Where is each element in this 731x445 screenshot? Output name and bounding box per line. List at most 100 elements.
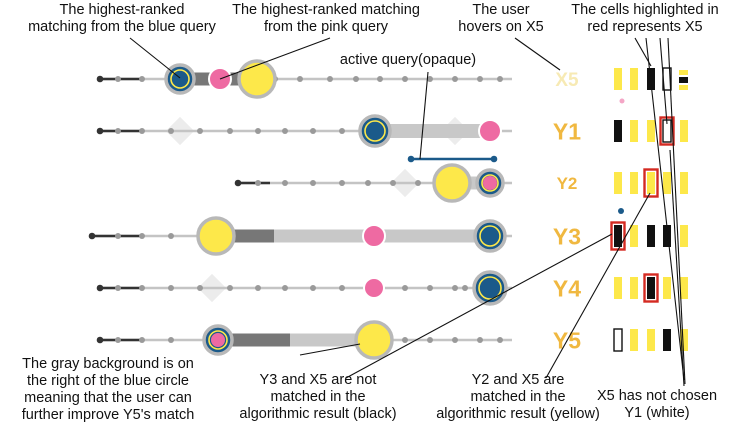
- blue-circle-inner: [478, 276, 502, 300]
- cell-black: [614, 225, 622, 247]
- annotation-line: matched in the: [470, 389, 566, 405]
- annotation-line: meaning that the user can: [24, 390, 192, 406]
- annotation-line: from the pink query: [263, 19, 389, 35]
- track-tick: [339, 180, 345, 186]
- track-tick: [282, 180, 288, 186]
- yellow-circle: [432, 163, 472, 203]
- track-tick: [197, 128, 203, 134]
- track-tick: [255, 180, 261, 186]
- annotation-line: X5 has not chosen: [596, 388, 718, 404]
- pink-marker: [619, 98, 625, 104]
- track-tick: [310, 285, 316, 291]
- track-tick: [139, 285, 145, 291]
- yellow-circle: [237, 59, 277, 99]
- track-tick: [477, 76, 483, 82]
- leader-line: [545, 192, 651, 379]
- track-tick: [115, 337, 121, 343]
- track-tick: [168, 337, 174, 343]
- row-label-y4: Y4: [553, 275, 581, 301]
- track-tick: [327, 76, 333, 82]
- annotation-line: matching from the blue query: [28, 19, 216, 35]
- annotation-line: The gray background is on: [22, 356, 194, 372]
- annotation-line: the right of the blue circle: [26, 373, 189, 389]
- track-tick: [415, 180, 421, 186]
- leader-lines: [129, 37, 686, 387]
- annotation-line: The user: [472, 2, 530, 18]
- cell-yellow: [630, 225, 638, 247]
- track-tick: [497, 76, 503, 82]
- row-track: [88, 216, 512, 256]
- annotation-line: The highest-ranked: [59, 2, 185, 18]
- pink-circle: [483, 176, 497, 190]
- track-tick: [377, 76, 383, 82]
- track-tick: [452, 337, 458, 343]
- track-tick: [197, 285, 203, 291]
- annotation-line: Y3 and X5 are not: [259, 372, 377, 388]
- cell-red-highlight: [643, 273, 659, 303]
- leader-line: [645, 37, 685, 381]
- cell-yellow: [680, 172, 688, 194]
- cell-white: [613, 328, 623, 352]
- track-tick: [310, 128, 316, 134]
- annotation-line: red represents X5: [587, 19, 703, 35]
- leader-line: [419, 71, 429, 160]
- row-track: [96, 114, 512, 148]
- track-tick: [168, 128, 174, 134]
- track-tick: [282, 285, 288, 291]
- cell-black: [663, 329, 671, 351]
- leader-line: [345, 233, 613, 379]
- leader-line: [669, 149, 685, 387]
- track-tick: [115, 128, 121, 134]
- annotation-y3-x5: Y3 and X5 are not matched in the algorit…: [218, 372, 418, 423]
- cell-red-highlight: [643, 168, 659, 198]
- cell-yellow: [647, 329, 655, 351]
- cell-yellow: [614, 68, 622, 90]
- cell-yellow: [647, 120, 655, 142]
- track-tick: [139, 128, 145, 134]
- blue-circle-inner: [479, 225, 501, 247]
- track-start-dot: [96, 75, 104, 83]
- track-tick: [365, 180, 371, 186]
- annotation-line: hovers on X5: [458, 19, 544, 35]
- cell-black: [647, 225, 655, 247]
- annotation-line: algorithmic result (yellow): [436, 406, 600, 422]
- pink-circle: [362, 224, 386, 248]
- track-tick: [339, 128, 345, 134]
- cell-yellow: [614, 172, 622, 194]
- track-tick: [255, 128, 261, 134]
- pink-circle: [363, 277, 385, 299]
- leader-line: [129, 37, 181, 79]
- track-tick: [427, 337, 433, 343]
- yellow-circle: [354, 320, 394, 360]
- track-start-dot: [96, 336, 104, 344]
- row-label-y2: Y2: [557, 174, 578, 193]
- cell-yellow: [680, 225, 688, 247]
- row-track: [96, 270, 512, 306]
- track-tick: [452, 76, 458, 82]
- track-start-dot: [234, 179, 242, 187]
- row-labels: X5Y1Y2Y3Y4Y5: [553, 70, 581, 353]
- active-query-start-dot: [407, 155, 415, 163]
- leader-line: [299, 343, 361, 356]
- annotation-pink-query: The highest-ranked matching from the pin…: [206, 2, 446, 36]
- row-label-x5: X5: [555, 70, 579, 91]
- row-label-y3: Y3: [553, 223, 581, 249]
- track-tick: [353, 76, 359, 82]
- row-track: [96, 320, 512, 360]
- track-tick: [115, 233, 121, 239]
- row-label-y1: Y1: [553, 118, 581, 144]
- leader-line: [667, 37, 686, 385]
- track-tick: [139, 76, 145, 82]
- blue-circle-inner: [364, 120, 386, 142]
- cell-yellow: [679, 70, 688, 75]
- annotation-y2-x5: Y2 and X5 are matched in the algorithmic…: [418, 372, 618, 423]
- annotation-x5-y1: X5 has not chosen Y1 (white): [582, 388, 731, 422]
- track-tick: [115, 76, 121, 82]
- track-tick: [497, 337, 503, 343]
- cell-yellow: [679, 85, 688, 90]
- annotation-line: The highest-ranked matching: [232, 2, 420, 18]
- leader-line: [219, 37, 331, 80]
- annotation-line: active query(opaque): [339, 52, 477, 68]
- track-tick: [339, 285, 345, 291]
